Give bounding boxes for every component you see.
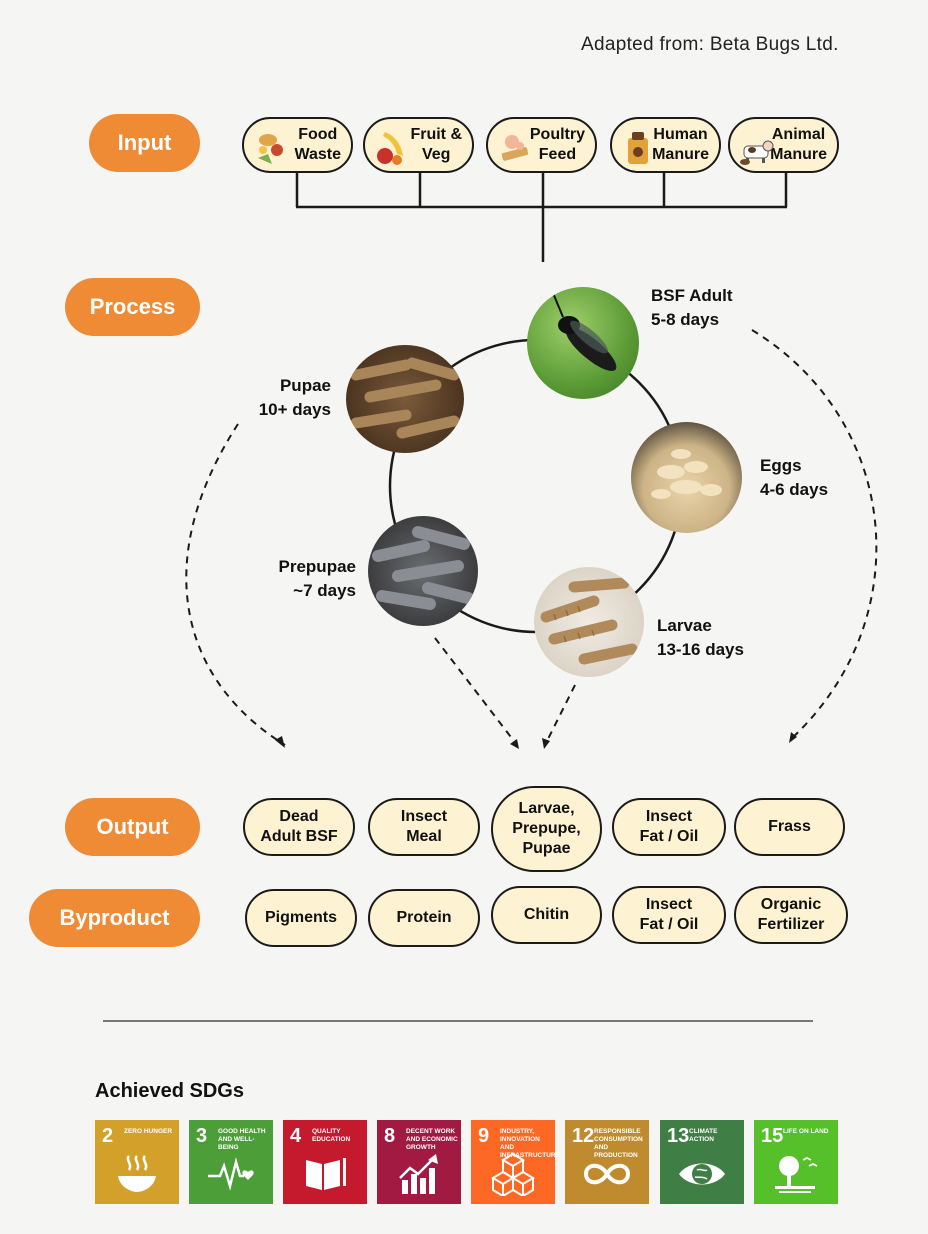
- eye-globe-icon: [679, 1163, 725, 1185]
- sdg-tile-8: 8 Decent Work and Economic Growth: [377, 1120, 461, 1204]
- cubes-icon: [491, 1152, 535, 1196]
- sdg-tile-9: 9 Industry, Innovation and Infrastructure: [471, 1120, 560, 1204]
- adult-stage-label: BSF Adult 5-8 days: [651, 286, 733, 329]
- sdg-heading: Achieved SDGs: [95, 1080, 244, 1102]
- prepupae-icon: [372, 526, 474, 610]
- stage-input: Input: [89, 114, 200, 172]
- output-larvae-prepupe-pupae: Larvae, Prepupe, Pupae: [491, 786, 602, 872]
- pupae-photo: [346, 345, 464, 453]
- output-dead-adult-bsf: Dead Adult BSF: [243, 798, 355, 856]
- sdg-tile-13: 13 Climate Action: [660, 1120, 744, 1204]
- arrow-larvae-to-output: [544, 684, 576, 746]
- byproduct-insect-fat-oil: Insect Fat / Oil: [612, 886, 726, 944]
- arrow-pupae-to-output: [185, 423, 286, 746]
- book-icon: [306, 1158, 346, 1190]
- larvae-stage-label: Larvae 13-16 days: [657, 616, 744, 659]
- arrow-prepupae-to-output: [434, 637, 518, 746]
- food-waste-icon: [258, 134, 283, 164]
- eggs-cluster-icon: [651, 449, 722, 499]
- growth-chart-icon: [399, 1154, 438, 1194]
- output-frass: Frass: [734, 798, 845, 856]
- input-poultry-feed: Poultry Feed: [486, 117, 597, 173]
- output-insect-meal: Insect Meal: [368, 798, 480, 856]
- larvae-icon: [540, 577, 638, 665]
- section-divider: [103, 1020, 813, 1022]
- infinity-icon: [583, 1163, 631, 1185]
- sdg-tile-3: 3 Good Health and Well-Being: [189, 1120, 273, 1204]
- poultry-feed-icon: [501, 135, 529, 161]
- arrow-adult-to-output: [751, 329, 878, 741]
- animal-manure-icon: [740, 140, 774, 165]
- input-animal-manure: Animal Manure: [728, 117, 839, 173]
- sdg-tile-12: 12 Responsible Consumption and Production: [565, 1120, 649, 1204]
- eggs-stage-label: Eggs 4-6 days: [760, 456, 829, 499]
- input-fruit-veg: Fruit & Veg: [363, 117, 474, 173]
- byproduct-protein: Protein: [368, 889, 480, 947]
- output-insect-fat-oil: Insect Fat / Oil: [612, 798, 726, 856]
- pupae-icon: [350, 357, 460, 439]
- fly-icon: [552, 292, 617, 371]
- bsf-adult-photo: [527, 287, 639, 399]
- pupae-stage-label: Pupae 10+ days: [258, 376, 331, 419]
- eggs-photo: [631, 422, 742, 533]
- input-human-manure: Human Manure: [610, 117, 721, 173]
- byproduct-chitin: Chitin: [491, 886, 602, 944]
- byproduct-organic-fertilizer: Organic Fertilizer: [734, 886, 848, 944]
- fruit-veg-icon: [377, 132, 403, 165]
- stage-process: Process: [65, 278, 200, 336]
- tree-icon: [775, 1156, 818, 1193]
- larvae-photo: [534, 567, 644, 677]
- sdg-tile-2: 2 Zero Hunger: [95, 1120, 179, 1204]
- input-food-waste: Food Waste: [242, 117, 353, 173]
- heartbeat-icon: [208, 1157, 254, 1191]
- sdg-tile-15: 15 Life on Land: [754, 1120, 838, 1204]
- human-manure-icon: [628, 132, 648, 164]
- bowl-icon: [118, 1155, 156, 1192]
- prepupae-photo: [368, 516, 478, 626]
- stage-output: Output: [65, 798, 200, 856]
- stage-byproduct: Byproduct: [29, 889, 200, 947]
- sdg-tile-4: 4 Quality Education: [283, 1120, 367, 1204]
- byproduct-pigments: Pigments: [245, 889, 357, 947]
- source-credit: Adapted from: Beta Bugs Ltd.: [581, 34, 839, 55]
- prepupae-stage-label: Prepupae ~7 days: [278, 557, 356, 600]
